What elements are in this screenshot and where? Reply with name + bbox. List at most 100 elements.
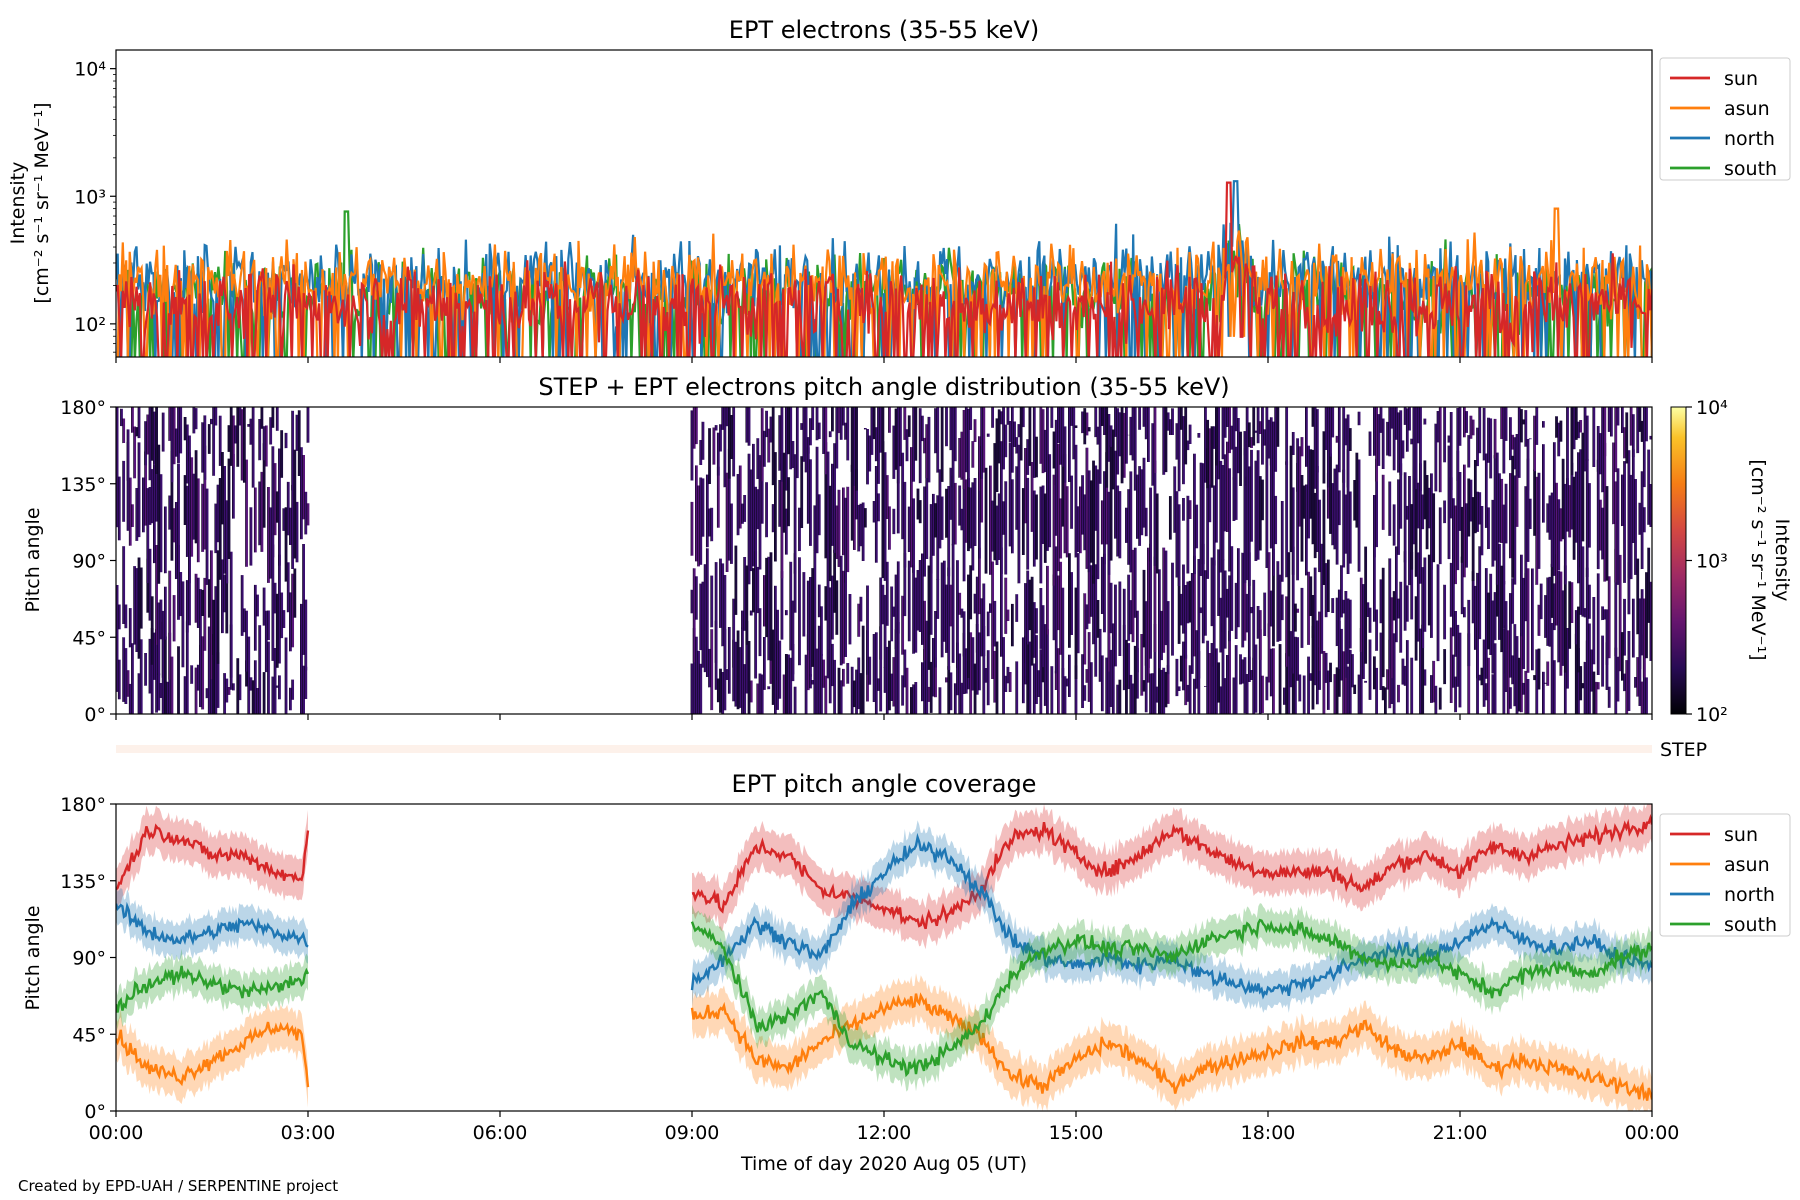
heatmap-cell bbox=[151, 628, 154, 714]
heatmap-cell bbox=[1096, 600, 1100, 638]
heatmap-cell bbox=[1614, 407, 1618, 473]
heatmap-cell bbox=[1375, 667, 1379, 714]
heatmap-cell bbox=[241, 575, 244, 636]
heatmap-cell bbox=[1588, 623, 1591, 714]
heatmap-cell bbox=[1186, 495, 1190, 574]
heatmap-cell bbox=[1268, 419, 1271, 459]
heatmap-cell bbox=[822, 407, 826, 454]
heatmap-cell bbox=[892, 657, 896, 707]
heatmap-cell bbox=[1410, 438, 1414, 445]
heatmap-cell bbox=[1309, 449, 1313, 519]
heatmap-cell bbox=[1246, 476, 1249, 581]
heatmap-cell bbox=[1542, 444, 1545, 523]
heatmap-cell bbox=[1346, 449, 1350, 574]
heatmap-cell bbox=[699, 477, 703, 565]
heatmap-cell bbox=[747, 453, 751, 585]
heatmap-cell bbox=[1248, 466, 1251, 586]
heatmap-cell bbox=[756, 489, 760, 530]
heatmap-cell bbox=[1616, 656, 1620, 702]
heatmap-cell bbox=[212, 407, 216, 476]
heatmap-cell bbox=[842, 487, 845, 556]
heatmap-cell bbox=[719, 424, 722, 452]
heatmap-cell bbox=[1180, 407, 1183, 430]
heatmap-cell bbox=[947, 486, 951, 577]
heatmap-cell bbox=[1366, 602, 1370, 617]
heatmap-cell bbox=[203, 445, 207, 550]
heatmap-cell bbox=[1182, 416, 1185, 485]
heatmap-cell bbox=[1498, 543, 1501, 640]
heatmap-cell bbox=[1259, 421, 1262, 434]
heatmap-cell bbox=[851, 666, 854, 714]
y-tick-label: 90° bbox=[72, 948, 106, 970]
heatmap-cell bbox=[1349, 428, 1352, 451]
heatmap-cell bbox=[1524, 410, 1528, 447]
heatmap-cell bbox=[730, 503, 733, 564]
heatmap-cell bbox=[1331, 598, 1335, 613]
heatmap-cell bbox=[1480, 506, 1484, 556]
heatmap-cell bbox=[1412, 407, 1416, 492]
heatmap-cell bbox=[1316, 620, 1319, 705]
heatmap-cell bbox=[201, 483, 205, 552]
heatmap-cell bbox=[947, 666, 951, 714]
heatmap-cell bbox=[855, 469, 858, 520]
heatmap-cell bbox=[1450, 477, 1453, 519]
heatmap-cell bbox=[690, 410, 694, 481]
heatmap-cell bbox=[1478, 407, 1482, 454]
heatmap-cell bbox=[1542, 671, 1545, 714]
heatmap-cell bbox=[978, 632, 981, 691]
heatmap-cell bbox=[1478, 674, 1482, 681]
heatmap-cell bbox=[1425, 475, 1429, 550]
heatmap-cell bbox=[205, 688, 209, 699]
heatmap-cell bbox=[1272, 548, 1275, 647]
heatmap-cell bbox=[894, 408, 898, 470]
heatmap-cell bbox=[214, 586, 218, 642]
heatmap-cell bbox=[1502, 407, 1506, 474]
heatmap-cell bbox=[958, 592, 962, 615]
heatmap-cell bbox=[1344, 418, 1348, 446]
heatmap-cell bbox=[728, 448, 731, 561]
heatmap-cell bbox=[256, 594, 259, 617]
heatmap-cell bbox=[976, 576, 979, 653]
heatmap-cell bbox=[1524, 670, 1528, 714]
heatmap-cell bbox=[1496, 452, 1499, 585]
heatmap-cell bbox=[140, 639, 143, 714]
heatmap-cell bbox=[1292, 546, 1295, 674]
heatmap-cell bbox=[960, 608, 964, 618]
heatmap-cell bbox=[1439, 687, 1442, 710]
heatmap-cell bbox=[1487, 592, 1490, 650]
heatmap-cell bbox=[1261, 479, 1264, 521]
heatmap-cell bbox=[785, 654, 788, 714]
heatmap-cell bbox=[1033, 663, 1036, 714]
heatmap-cell bbox=[129, 477, 132, 546]
heatmap-cell bbox=[1131, 683, 1135, 714]
heatmap-cell bbox=[780, 571, 784, 640]
heatmap-cell bbox=[1116, 684, 1120, 714]
heatmap-cell bbox=[144, 653, 148, 686]
heatmap-cell bbox=[1046, 565, 1049, 635]
heatmap-cell bbox=[212, 599, 216, 655]
heatmap-cell bbox=[1397, 412, 1400, 473]
heatmap-cell bbox=[1564, 483, 1567, 585]
heatmap-cell bbox=[1052, 474, 1056, 586]
heatmap-cell bbox=[1149, 487, 1152, 562]
heatmap-cell bbox=[879, 407, 883, 453]
heatmap-cell bbox=[1632, 414, 1635, 458]
heatmap-cell bbox=[1311, 625, 1315, 710]
y-tick-label: 180° bbox=[60, 794, 106, 816]
heatmap-cell bbox=[930, 661, 933, 713]
heatmap-cell bbox=[1237, 548, 1240, 628]
heatmap-cell bbox=[1268, 623, 1271, 683]
heatmap-cell bbox=[1088, 427, 1091, 432]
heatmap-cell bbox=[219, 478, 222, 580]
heatmap-cell bbox=[1103, 407, 1106, 435]
heatmap-cell bbox=[726, 472, 729, 572]
heatmap-cell bbox=[1285, 407, 1289, 465]
series-line-asun bbox=[116, 207, 1652, 357]
heatmap-cell bbox=[873, 407, 876, 440]
heatmap-cell bbox=[1110, 582, 1113, 634]
heatmap-cell bbox=[916, 570, 920, 631]
heatmap-cell bbox=[1224, 407, 1227, 438]
heatmap-cell bbox=[1467, 599, 1471, 667]
x-tick-label: 21:00 bbox=[1433, 1122, 1488, 1144]
heatmap-cell bbox=[1298, 446, 1302, 527]
